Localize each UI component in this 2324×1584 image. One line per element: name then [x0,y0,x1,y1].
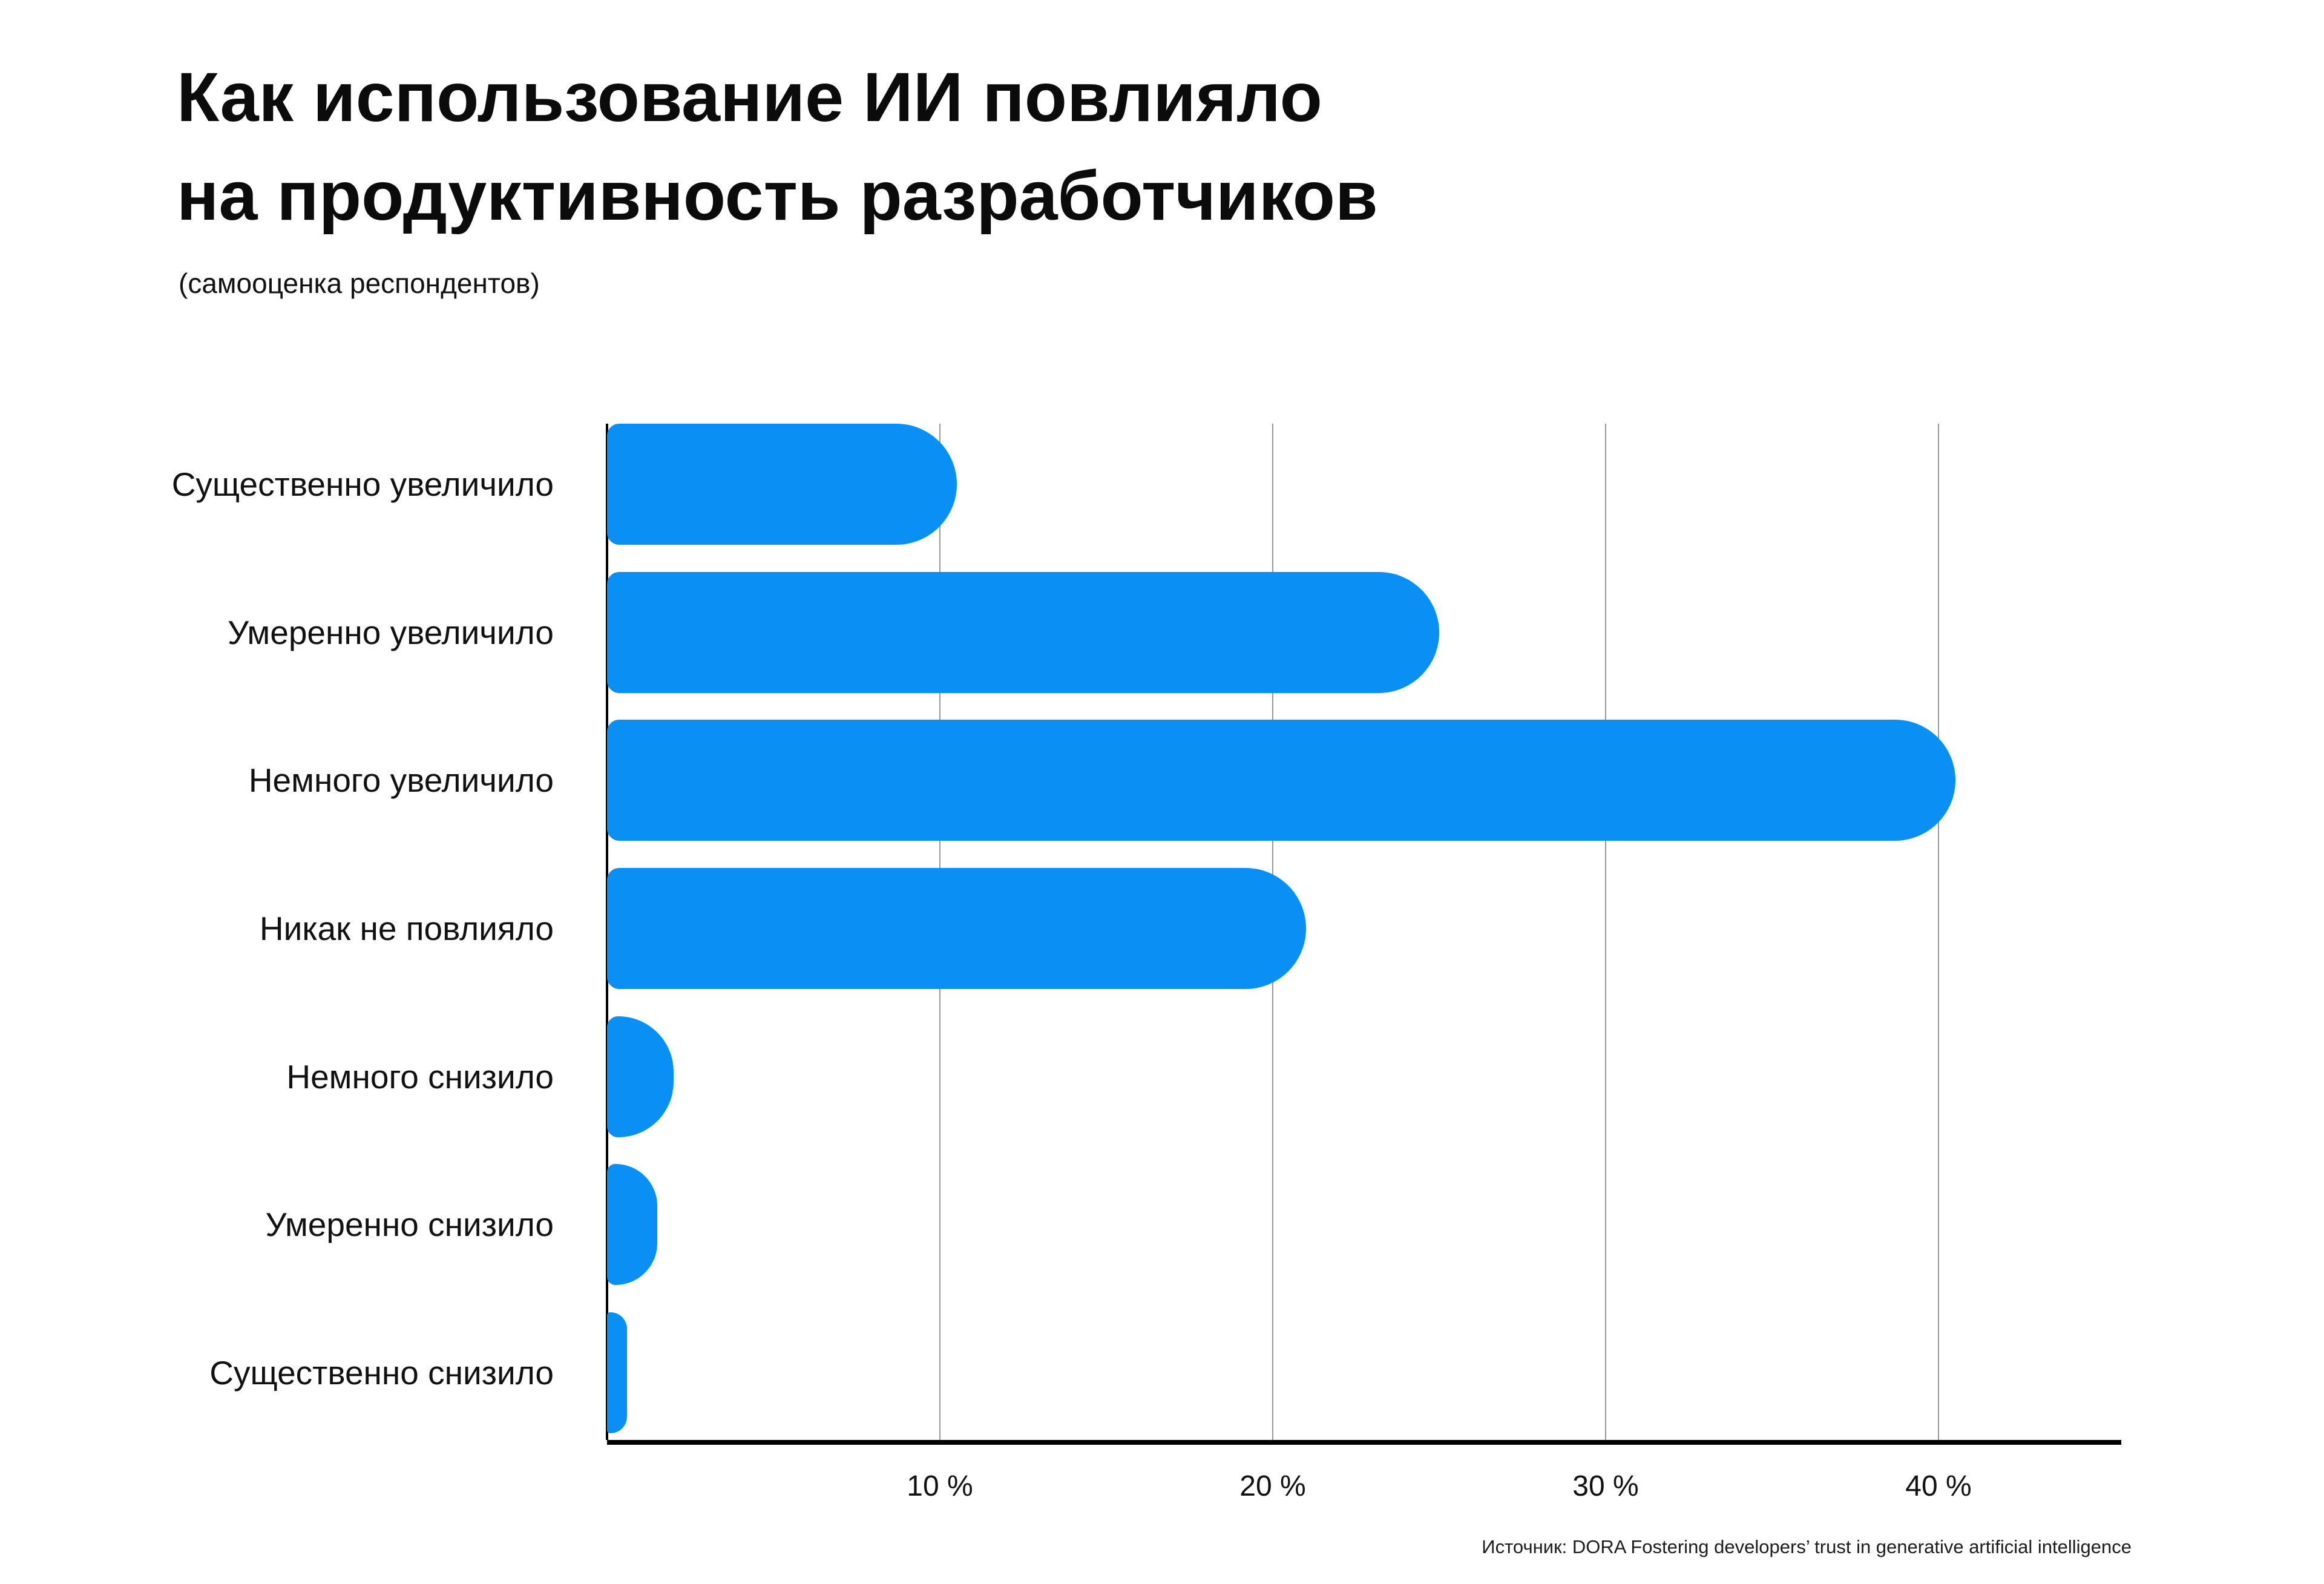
category-label: Немного увеличило [248,761,554,799]
category-label: Немного снизило [286,1058,554,1096]
gridline [1605,424,1606,1440]
source-note: Источник: DORA Fostering developers’ tru… [1482,1536,2132,1557]
bar [607,1016,674,1137]
bar [607,868,1306,989]
category-label: Никак не повлияло [259,910,554,947]
gridline [1938,424,1939,1440]
bar [607,720,1955,841]
bar [607,424,957,545]
chart-title: Как использование ИИ повлияло на продукт… [177,59,1378,235]
bar [607,1312,627,1433]
bar [607,572,1439,693]
tick-label: 20 % [1239,1470,1306,1502]
category-label: Существенно снизило [209,1354,554,1392]
category-label: Умеренно снизило [265,1206,554,1243]
chart-subtitle: (самооценка респондентов) [179,268,540,299]
category-label: Умеренно увеличило [227,614,554,651]
category-label: Существенно увеличило [171,465,554,503]
tick-label: 10 % [907,1470,973,1502]
tick-label: 30 % [1572,1470,1639,1502]
tick-label: 40 % [1905,1470,1972,1502]
bar [607,1164,657,1285]
plot-area [606,424,2121,1445]
